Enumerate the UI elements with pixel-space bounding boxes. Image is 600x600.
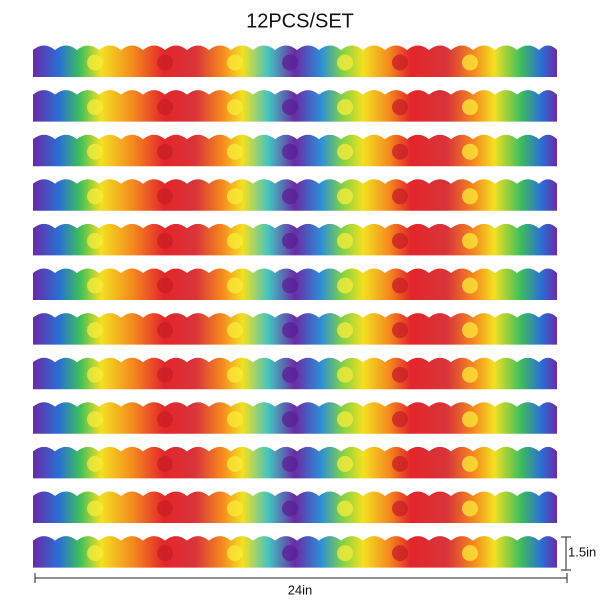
paint-splash [87, 366, 103, 383]
paint-splash [337, 545, 353, 562]
paint-splash [462, 99, 478, 116]
paint-splash [87, 322, 103, 339]
height-dimension: 1.5in [561, 536, 596, 571]
paint-splash [462, 455, 478, 472]
paint-splash [282, 500, 298, 517]
paint-splash [462, 143, 478, 160]
paint-splash [392, 99, 408, 116]
paint-splash [87, 99, 103, 116]
paint-splash [337, 54, 353, 71]
paint-splash [87, 143, 103, 160]
paint-splash [462, 277, 478, 294]
paint-splash [392, 500, 408, 517]
paint-splash [157, 143, 173, 160]
paint-splash [392, 545, 408, 562]
paint-splash [282, 99, 298, 116]
paint-splash [392, 411, 408, 428]
paint-splash [227, 455, 243, 472]
paint-splash [282, 54, 298, 71]
paint-splash [392, 277, 408, 294]
paint-splash [87, 411, 103, 428]
paint-splash [282, 366, 298, 383]
paint-splash [227, 232, 243, 249]
paint-splash [157, 322, 173, 339]
paint-splash [392, 455, 408, 472]
paint-splash [337, 411, 353, 428]
paint-splash [392, 322, 408, 339]
paint-splash [462, 322, 478, 339]
paint-splash [462, 366, 478, 383]
paint-splash [87, 500, 103, 517]
paint-splash [227, 322, 243, 339]
paint-splash [157, 99, 173, 116]
paint-splash [87, 545, 103, 562]
paint-splash [337, 455, 353, 472]
paint-splash [462, 545, 478, 562]
paint-splash [157, 54, 173, 71]
paint-splash [462, 500, 478, 517]
paint-splash [227, 277, 243, 294]
paint-splash [337, 143, 353, 160]
paint-splash [337, 188, 353, 205]
paint-splash [227, 366, 243, 383]
paint-splash [87, 54, 103, 71]
paint-splash [87, 188, 103, 205]
paint-splash [392, 143, 408, 160]
paint-splash [282, 322, 298, 339]
paint-splash [157, 232, 173, 249]
paint-splash [157, 455, 173, 472]
paint-splash [462, 411, 478, 428]
paint-splash [462, 232, 478, 249]
paint-splash [157, 366, 173, 383]
paint-splash [157, 500, 173, 517]
paint-splash [282, 277, 298, 294]
height-label: 1.5in [568, 544, 596, 559]
title: 12PCS/SET [246, 10, 354, 32]
paint-splash [337, 277, 353, 294]
paint-splash [157, 277, 173, 294]
paint-splash [337, 366, 353, 383]
paint-splash [392, 366, 408, 383]
paint-splash [157, 411, 173, 428]
paint-splash [227, 188, 243, 205]
paint-splash [157, 188, 173, 205]
paint-splash [87, 277, 103, 294]
paint-splash [462, 188, 478, 205]
paint-splash [462, 54, 478, 71]
paint-splash [337, 99, 353, 116]
strips [33, 45, 557, 568]
paint-splash [282, 232, 298, 249]
paint-splash [392, 188, 408, 205]
paint-splash [282, 143, 298, 160]
paint-splash [227, 54, 243, 71]
paint-splash [227, 545, 243, 562]
paint-splash [227, 143, 243, 160]
paint-splash [282, 545, 298, 562]
width-dimension: 24in [34, 573, 568, 597]
paint-splash [157, 545, 173, 562]
paint-splash [337, 322, 353, 339]
paint-splash [87, 232, 103, 249]
paint-splash [337, 500, 353, 517]
paint-splash [337, 232, 353, 249]
paint-splash [392, 54, 408, 71]
paint-splash [227, 411, 243, 428]
paint-splash [87, 455, 103, 472]
width-label: 24in [288, 582, 313, 597]
paint-splash [282, 188, 298, 205]
paint-splash [227, 500, 243, 517]
paint-splash [282, 455, 298, 472]
paint-splash [392, 232, 408, 249]
paint-splash [227, 99, 243, 116]
paint-splash [282, 411, 298, 428]
